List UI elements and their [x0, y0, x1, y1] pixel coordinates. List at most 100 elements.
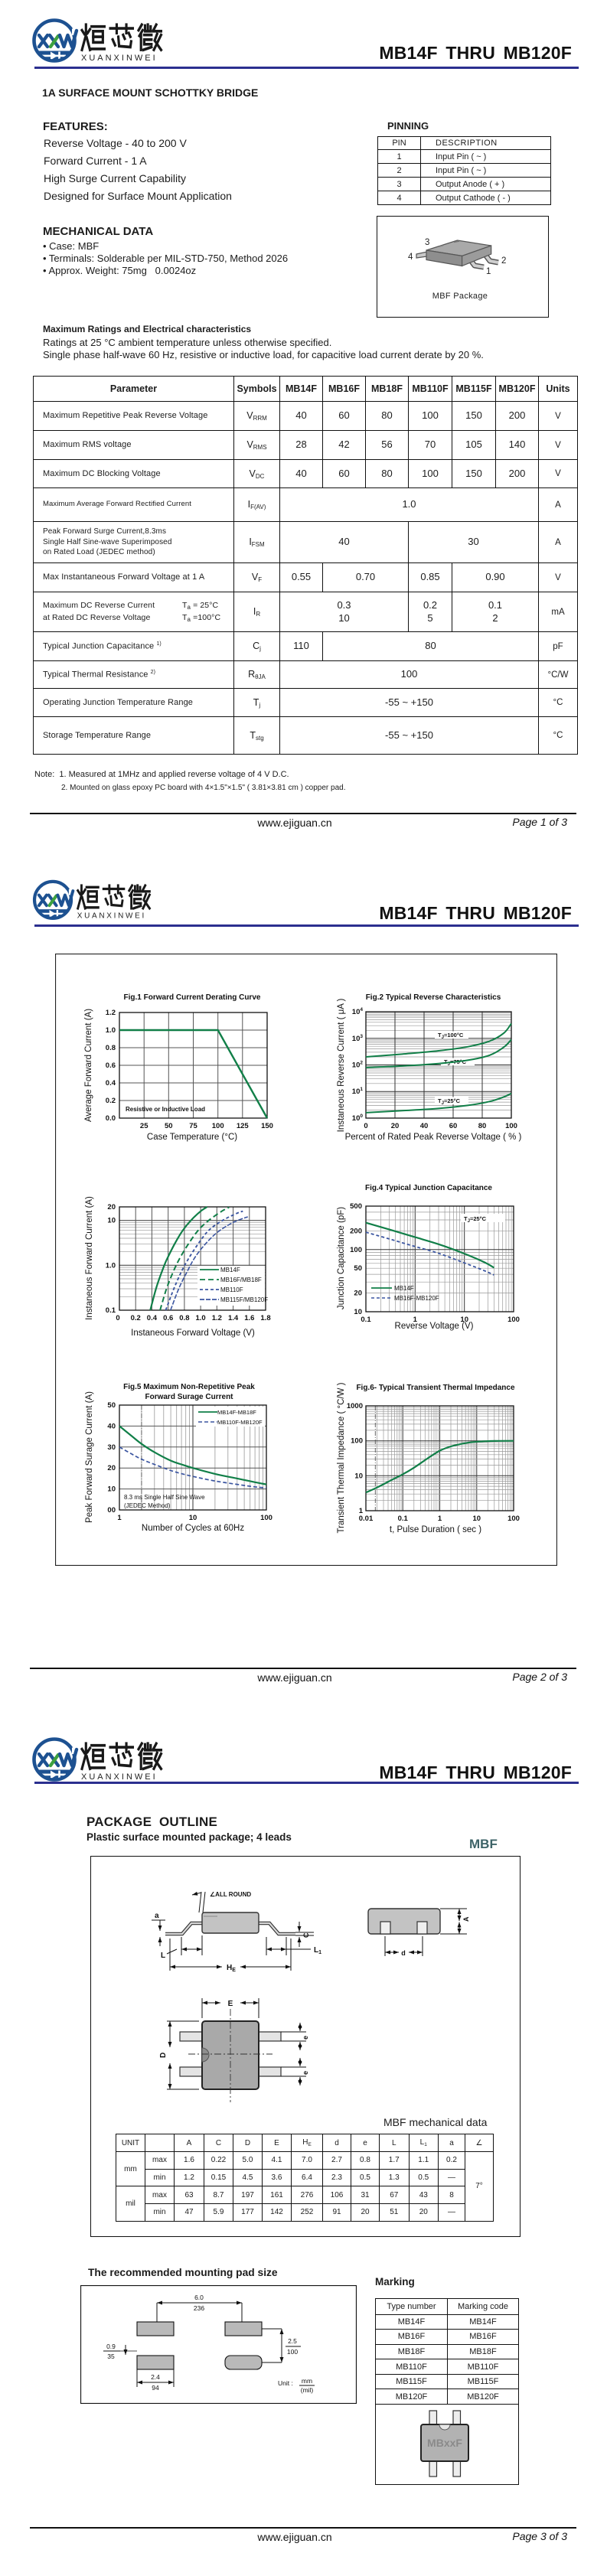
svg-text:6.0: 6.0: [194, 2294, 204, 2301]
svg-text:10: 10: [354, 1472, 363, 1480]
svg-text:1.8: 1.8: [260, 1314, 270, 1322]
svg-text:MBF Package: MBF Package: [432, 292, 488, 301]
svg-text:10: 10: [189, 1514, 197, 1522]
svg-text:1.4: 1.4: [228, 1314, 239, 1322]
svg-text:20: 20: [354, 1290, 362, 1298]
svg-text:Average Forward Current (A): Average Forward Current (A): [84, 1009, 93, 1122]
svg-text:1: 1: [117, 1514, 122, 1522]
svg-text:(JEDEC Method): (JEDEC Method): [124, 1502, 171, 1509]
svg-text:20: 20: [107, 1464, 116, 1472]
svg-text:94: 94: [152, 2384, 159, 2392]
svg-text:Fig.6- Typical Transient Therm: Fig.6- Typical Transient Thermal Impedan…: [356, 1384, 515, 1392]
svg-text:0.1: 0.1: [106, 1306, 116, 1315]
svg-text:MB110F: MB110F: [220, 1286, 243, 1293]
svg-text:Peak Forward Surage Current (A: Peak Forward Surage Current (A): [85, 1391, 94, 1523]
svg-text:0.6: 0.6: [163, 1314, 173, 1322]
svg-text:30: 30: [107, 1443, 116, 1452]
svg-text:d: d: [401, 1949, 406, 1957]
svg-text:102: 102: [352, 1061, 364, 1070]
svg-text:60: 60: [449, 1122, 458, 1130]
svg-text:E: E: [228, 2000, 233, 2008]
svg-text:100: 100: [351, 1437, 363, 1446]
svg-text:0.6: 0.6: [106, 1061, 116, 1070]
svg-text:100: 100: [350, 1246, 362, 1254]
svg-text:(mil): (mil): [301, 2386, 314, 2394]
svg-text:80: 80: [478, 1122, 487, 1130]
svg-text:0.1: 0.1: [361, 1316, 371, 1324]
svg-text:2.5: 2.5: [288, 2337, 297, 2345]
svg-text:C: C: [302, 1932, 310, 1938]
svg-text:MB14F: MB14F: [394, 1285, 414, 1292]
svg-text:2.4: 2.4: [151, 2373, 160, 2381]
svg-text:MB16F-MB120F: MB16F-MB120F: [394, 1295, 439, 1302]
svg-text:1.6: 1.6: [244, 1314, 254, 1322]
svg-text:200: 200: [350, 1227, 362, 1235]
svg-text:XUANXINWEI: XUANXINWEI: [81, 54, 158, 63]
svg-text:10: 10: [354, 1308, 362, 1316]
svg-text:10: 10: [107, 1485, 116, 1494]
svg-text:1.2: 1.2: [106, 1009, 116, 1017]
svg-text:MBxxF: MBxxF: [427, 2437, 462, 2449]
svg-text:Fig.4 Typical Junction Capaci: Fig.4 Typical Junction Capacitance: [365, 1184, 492, 1192]
svg-text:100: 100: [352, 1114, 364, 1123]
svg-text:Instaneous Forward Current (A: Instaneous Forward Current (A): [85, 1196, 94, 1320]
svg-text:A: A: [462, 1916, 470, 1922]
svg-text:10: 10: [473, 1515, 481, 1523]
svg-text:Reverse Voltage (V): Reverse Voltage (V): [395, 1322, 474, 1331]
svg-text:Transient Thermal Impedance (: Transient Thermal Impedance ( °C/W ): [337, 1382, 346, 1533]
svg-text:Instaneous Forward Voltage (V): Instaneous Forward Voltage (V): [131, 1329, 255, 1338]
svg-text:L1: L1: [314, 1946, 321, 1955]
svg-text:HE: HE: [227, 1964, 236, 1973]
svg-text:MB14F: MB14F: [220, 1267, 240, 1273]
svg-text:t, Pulse Duration ( sec ): t, Pulse Duration ( sec ): [390, 1525, 481, 1534]
svg-text:0.9: 0.9: [106, 2343, 116, 2350]
svg-text:0.2: 0.2: [106, 1097, 116, 1105]
svg-text:1: 1: [359, 1507, 364, 1515]
svg-text:0.01: 0.01: [359, 1515, 374, 1523]
svg-text:Forward Surage Current: Forward Surage Current: [145, 1393, 233, 1401]
svg-text:10: 10: [107, 1217, 116, 1225]
svg-text:MB110F-MB120F: MB110F-MB120F: [217, 1419, 263, 1426]
svg-text:1000: 1000: [347, 1402, 363, 1410]
svg-text:XUANXINWEI: XUANXINWEI: [77, 911, 146, 920]
svg-text:Unit :: Unit :: [278, 2379, 293, 2387]
svg-text:1.0: 1.0: [106, 1026, 116, 1035]
svg-text:1: 1: [486, 267, 491, 276]
svg-text:∠ALL ROUND: ∠ALL ROUND: [210, 1891, 251, 1898]
svg-text:1: 1: [438, 1515, 442, 1523]
svg-text:20: 20: [391, 1122, 400, 1130]
svg-text:75: 75: [189, 1122, 197, 1130]
svg-text:Number of Cycles at 60Hz: Number of Cycles at 60Hz: [142, 1524, 244, 1533]
svg-text:TJ=100°C: TJ=100°C: [438, 1032, 464, 1040]
svg-text:MB16F/MB18F: MB16F/MB18F: [220, 1277, 262, 1283]
svg-text:0: 0: [364, 1122, 367, 1130]
svg-text:MB14F-MB18F: MB14F-MB18F: [217, 1409, 256, 1416]
svg-text:00: 00: [107, 1506, 116, 1515]
svg-text:236: 236: [194, 2304, 204, 2312]
svg-text:25: 25: [140, 1122, 148, 1130]
svg-text:Case Temperature (°C): Case Temperature (°C): [147, 1133, 237, 1142]
svg-text:TJ=25°C: TJ=25°C: [464, 1215, 487, 1224]
svg-text:0.8: 0.8: [106, 1044, 116, 1052]
svg-text:0.4: 0.4: [147, 1314, 158, 1322]
svg-text:4: 4: [408, 253, 413, 262]
svg-text:50: 50: [354, 1264, 362, 1273]
svg-text:40: 40: [107, 1422, 116, 1430]
svg-text:e: e: [302, 2071, 309, 2075]
svg-text:100: 100: [260, 1514, 272, 1522]
svg-text:0.2: 0.2: [131, 1314, 141, 1322]
svg-text:Fig.5 Maximum Non-Repetitive: Fig.5 Maximum Non-Repetitive Peak: [123, 1383, 255, 1391]
svg-text:L: L: [161, 1952, 165, 1960]
svg-text:1.0: 1.0: [106, 1261, 116, 1270]
svg-text:2: 2: [501, 256, 506, 266]
svg-text:50: 50: [165, 1122, 173, 1130]
svg-text:100: 100: [505, 1122, 517, 1130]
svg-text:40: 40: [420, 1122, 429, 1130]
svg-text:104: 104: [352, 1007, 364, 1016]
svg-text:3: 3: [425, 238, 429, 247]
svg-text:Instaneous Reverse Current ( μ: Instaneous Reverse Current ( μA ): [337, 998, 346, 1132]
svg-text:Fig.1 Forward Current Deratin: Fig.1 Forward Current Derating Curve: [124, 993, 261, 1002]
svg-text:mm: mm: [302, 2377, 312, 2385]
svg-text:100: 100: [507, 1316, 520, 1324]
svg-text:100: 100: [287, 2348, 298, 2356]
